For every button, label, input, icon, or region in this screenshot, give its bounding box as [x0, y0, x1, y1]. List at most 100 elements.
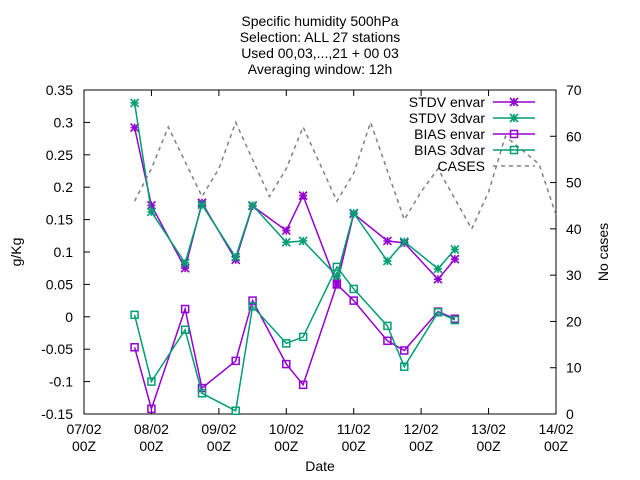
- x-tick-label-date: 07/02: [66, 421, 101, 437]
- data-point: [332, 262, 342, 272]
- legend-label: BIAS envar: [414, 126, 485, 142]
- data-point: [282, 339, 291, 348]
- x-tick-label-date: 10/02: [269, 421, 304, 437]
- data-point: [298, 236, 308, 246]
- y-tick-label: 0.05: [46, 276, 73, 292]
- legend-label: STDV 3dvar: [409, 110, 486, 126]
- data-point: [231, 406, 240, 416]
- data-point: [450, 315, 460, 325]
- series-stdv-3dvar: [130, 98, 460, 281]
- series-line: [133, 102, 456, 278]
- x-tick-label-date: 09/02: [201, 421, 236, 437]
- y-tick-label: 0: [65, 309, 73, 325]
- data-point: [349, 284, 358, 294]
- y-tick-label: 0.25: [46, 147, 73, 163]
- data-point: [180, 304, 190, 314]
- data-point: [400, 346, 409, 355]
- x-tick-label-hour: 00Z: [342, 438, 367, 454]
- x-tick-label-date: 13/02: [471, 421, 506, 437]
- x-tick-label-date: 11/02: [337, 421, 371, 437]
- data-point: [281, 237, 291, 247]
- x-tick-label-hour: 00Z: [409, 438, 434, 454]
- y-tick-label: -0.1: [49, 374, 73, 390]
- data-point: [248, 302, 257, 311]
- x-tick-label-hour: 00Z: [477, 438, 502, 454]
- y-tick-label: 0.15: [46, 212, 73, 228]
- y-tick-label: 0.35: [46, 82, 73, 98]
- data-point: [282, 359, 291, 369]
- y2-axis-label: No cases: [595, 223, 611, 281]
- data-point: [450, 254, 460, 264]
- data-point: [281, 226, 291, 236]
- y2-tick-label: 10: [566, 360, 582, 376]
- y2-tick-label: 40: [566, 221, 582, 237]
- x-tick-label-hour: 00Z: [544, 438, 569, 454]
- x-tick-label-date: 14/02: [538, 421, 573, 437]
- data-point: [130, 310, 139, 320]
- y2-tick-label: 30: [566, 267, 582, 283]
- legend-marker: [509, 129, 519, 139]
- data-point: [450, 244, 460, 254]
- data-point: [332, 280, 342, 289]
- data-point: [298, 332, 308, 342]
- legend-label: BIAS 3dvar: [414, 142, 485, 158]
- data-point: [147, 377, 156, 386]
- title-line-3: Used 00,03,...,21 + 00 03: [241, 45, 399, 61]
- title-line-1: Specific humidity 500hPa: [241, 13, 398, 29]
- y-tick-label: -0.05: [41, 341, 73, 357]
- data-point: [382, 256, 392, 266]
- series-bias-3dvar: [130, 262, 460, 416]
- y-tick-label: 0.2: [54, 179, 74, 195]
- data-point: [248, 200, 258, 210]
- series-line: [133, 120, 557, 231]
- legend-label: STDV envar: [409, 94, 486, 110]
- y2-tick-label: 70: [566, 82, 582, 98]
- y2-tick-label: 20: [566, 313, 582, 329]
- series-cases: [133, 120, 557, 231]
- data-point: [433, 264, 443, 274]
- y2-tick-label: 50: [566, 175, 582, 191]
- title-line-2: Selection: ALL 27 stations: [240, 29, 401, 45]
- x-tick-label-hour: 00Z: [72, 438, 97, 454]
- data-point: [180, 325, 190, 335]
- data-point: [180, 258, 190, 268]
- data-point: [298, 380, 308, 390]
- data-point: [399, 237, 409, 247]
- data-point: [383, 321, 392, 331]
- data-point: [383, 336, 392, 346]
- legend-label: CASES: [438, 158, 485, 174]
- data-point: [298, 191, 308, 201]
- legend-marker: [509, 113, 519, 123]
- x-tick-label-date: 08/02: [134, 421, 169, 437]
- data-point: [433, 274, 443, 284]
- data-point: [231, 252, 241, 262]
- data-point: [130, 98, 140, 108]
- data-point: [349, 208, 359, 218]
- data-point: [197, 200, 207, 210]
- series-bias-envar: [130, 280, 460, 414]
- y2-tick-label: 60: [566, 128, 582, 144]
- data-point: [332, 271, 342, 281]
- x-tick-label-hour: 00Z: [274, 438, 299, 454]
- x-axis-label: Date: [305, 458, 335, 474]
- title-line-4: Averaging window: 12h: [248, 61, 393, 77]
- data-point: [433, 308, 443, 317]
- data-point: [400, 362, 409, 371]
- x-tick-label-hour: 00Z: [139, 438, 164, 454]
- plot-frame: [83, 89, 557, 415]
- data-point: [382, 236, 392, 246]
- data-point: [248, 296, 257, 305]
- chart-title: Specific humidity 500hPa Selection: ALL …: [240, 13, 401, 77]
- data-point: [197, 389, 207, 398]
- legend-marker: [509, 97, 519, 107]
- data-point: [130, 343, 139, 352]
- data-point: [231, 356, 240, 366]
- series-line: [133, 265, 456, 412]
- y2-tick-label: 0: [566, 406, 574, 422]
- y-axis-label: g/Kg: [8, 238, 24, 267]
- data-point: [349, 296, 358, 305]
- x-tick-label-date: 12/02: [404, 421, 439, 437]
- y-tick-label: -0.15: [41, 406, 73, 422]
